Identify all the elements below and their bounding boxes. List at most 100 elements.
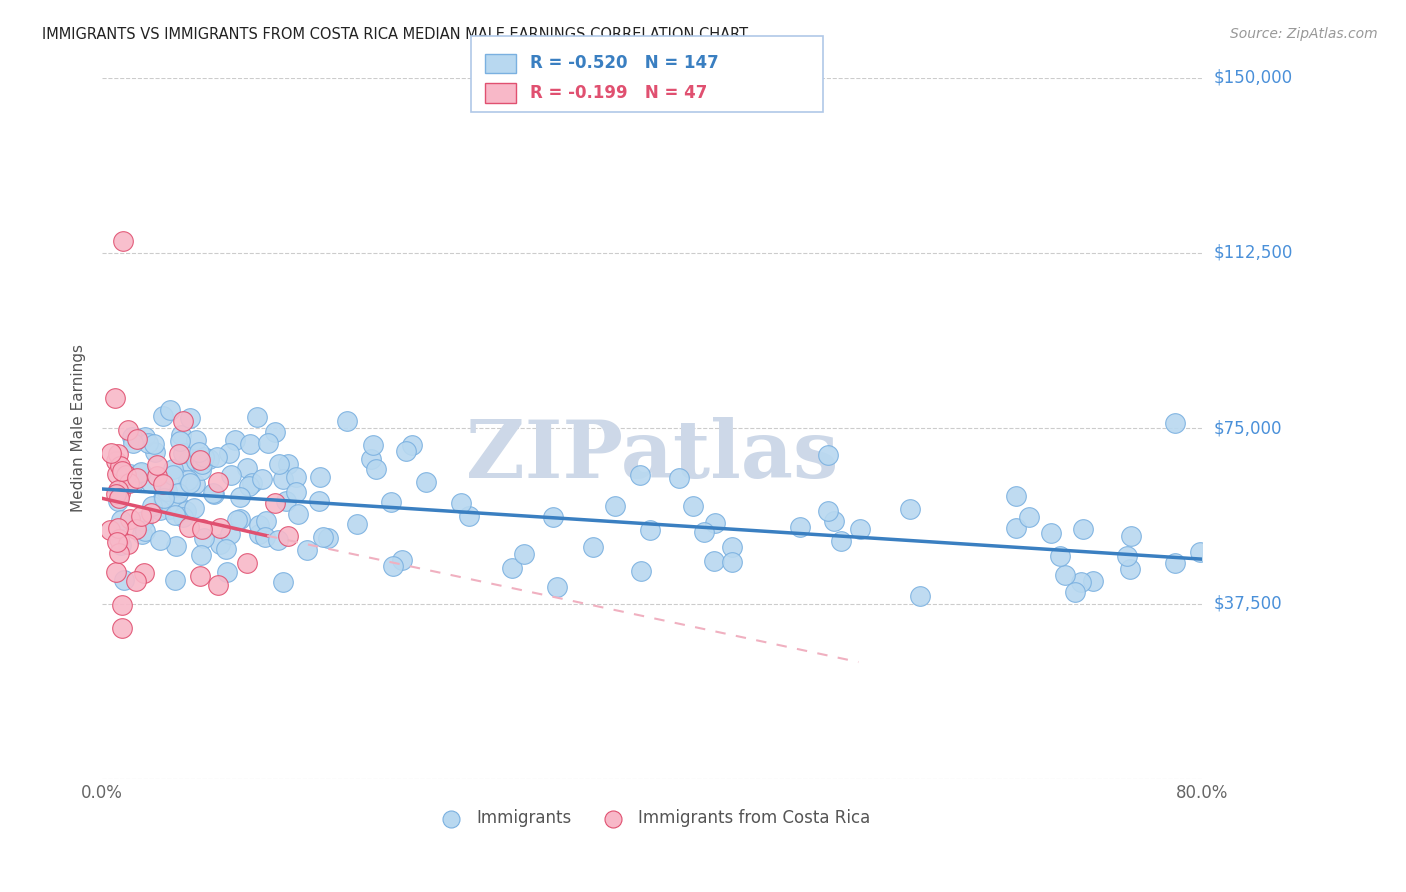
Text: ZIPatlas: ZIPatlas xyxy=(465,417,838,495)
Point xyxy=(174,504,197,518)
Point xyxy=(284,470,307,484)
Point xyxy=(1054,567,1077,582)
Point xyxy=(107,493,129,508)
Point xyxy=(117,537,139,551)
Point xyxy=(1115,549,1137,563)
Point xyxy=(541,509,564,524)
Point xyxy=(817,448,839,462)
Point xyxy=(360,452,382,467)
Point xyxy=(254,514,277,528)
Point xyxy=(110,512,132,526)
Point xyxy=(167,486,190,500)
Point xyxy=(1063,585,1085,599)
Point xyxy=(152,491,174,506)
Point xyxy=(720,555,742,569)
Point xyxy=(316,531,339,545)
Point xyxy=(247,518,270,533)
Point xyxy=(163,573,186,587)
Point xyxy=(149,533,172,547)
Point xyxy=(1164,556,1187,570)
Point xyxy=(107,483,129,498)
Point xyxy=(188,453,211,467)
Point xyxy=(136,436,159,450)
Point xyxy=(156,483,179,498)
Point xyxy=(111,598,134,612)
Point xyxy=(120,512,142,526)
Point xyxy=(111,234,134,248)
Point xyxy=(257,436,280,450)
Point xyxy=(271,471,294,485)
Point xyxy=(364,462,387,476)
Point xyxy=(605,499,627,513)
Point xyxy=(401,438,423,452)
Point xyxy=(703,516,725,530)
Point xyxy=(693,524,716,539)
Point xyxy=(110,538,132,552)
Point xyxy=(162,461,184,475)
Point xyxy=(638,523,661,537)
Point xyxy=(209,537,232,551)
Point xyxy=(193,450,215,465)
Point xyxy=(190,463,212,477)
Point xyxy=(193,531,215,545)
Point xyxy=(111,621,134,635)
Point xyxy=(202,485,225,500)
Point xyxy=(142,437,165,451)
Point xyxy=(1188,545,1211,559)
Point xyxy=(628,467,651,482)
Point xyxy=(1018,510,1040,524)
Point xyxy=(218,445,240,459)
Point xyxy=(1049,549,1071,563)
Point xyxy=(205,450,228,465)
Point xyxy=(269,457,291,471)
Point xyxy=(217,565,239,579)
Point xyxy=(229,512,252,526)
Point xyxy=(112,574,135,588)
Point xyxy=(145,458,167,472)
Point xyxy=(184,454,207,468)
Point xyxy=(218,527,240,541)
Point xyxy=(125,522,148,536)
Point xyxy=(107,521,129,535)
Legend: Immigrants, Immigrants from Costa Rica: Immigrants, Immigrants from Costa Rica xyxy=(427,803,877,834)
Text: IMMIGRANTS VS IMMIGRANTS FROM COSTA RICA MEDIAN MALE EARNINGS CORRELATION CHART: IMMIGRANTS VS IMMIGRANTS FROM COSTA RICA… xyxy=(42,27,748,42)
Point xyxy=(346,516,368,531)
Point xyxy=(817,504,839,518)
Point xyxy=(167,499,190,513)
Point xyxy=(118,476,141,491)
Point xyxy=(1070,575,1092,590)
Point xyxy=(219,467,242,482)
Text: R = -0.199   N = 47: R = -0.199 N = 47 xyxy=(530,84,707,102)
Point xyxy=(308,470,330,484)
Point xyxy=(253,530,276,544)
Point xyxy=(125,574,148,588)
Point xyxy=(312,530,335,544)
Point xyxy=(153,491,176,506)
Point xyxy=(129,466,152,480)
Point xyxy=(225,513,247,527)
Point xyxy=(129,465,152,479)
Point xyxy=(1121,529,1143,543)
Point xyxy=(152,409,174,423)
Point xyxy=(336,414,359,428)
Point xyxy=(177,454,200,468)
Point xyxy=(450,496,472,510)
Point xyxy=(1005,489,1028,503)
Point xyxy=(246,410,269,425)
Point xyxy=(107,447,129,461)
Point xyxy=(250,472,273,486)
Text: $112,500: $112,500 xyxy=(1213,244,1292,262)
Text: $150,000: $150,000 xyxy=(1213,69,1292,87)
Point xyxy=(108,485,131,500)
Text: $37,500: $37,500 xyxy=(1213,595,1282,613)
Point xyxy=(172,446,194,460)
Point xyxy=(682,499,704,513)
Point xyxy=(186,433,208,447)
Point xyxy=(139,476,162,491)
Point xyxy=(132,515,155,529)
Point xyxy=(361,438,384,452)
Point xyxy=(152,476,174,491)
Point xyxy=(215,542,238,557)
Point xyxy=(789,520,811,534)
Point xyxy=(105,467,128,482)
